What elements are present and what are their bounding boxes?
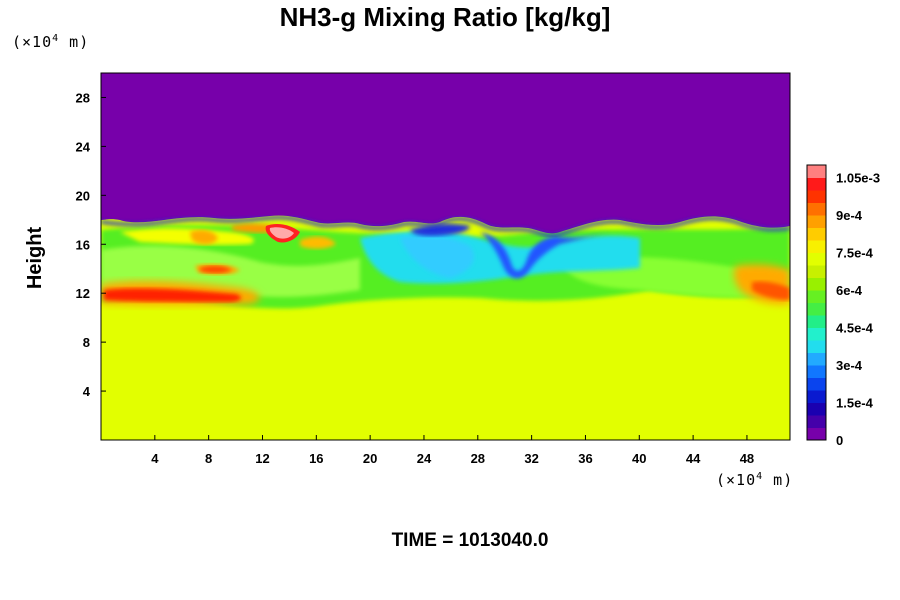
x-tick-label: 20 bbox=[363, 451, 377, 466]
colorbar-segment bbox=[807, 315, 826, 328]
y-tick-label: 24 bbox=[76, 139, 91, 154]
x-tick-label: 4 bbox=[151, 451, 159, 466]
orange-spot bbox=[300, 236, 336, 249]
colorbar-segment bbox=[807, 190, 826, 203]
x-tick-label: 24 bbox=[417, 451, 432, 466]
y-tick-label: 12 bbox=[76, 286, 90, 301]
plot-frame bbox=[100, 72, 791, 441]
y-tick-label: 4 bbox=[83, 384, 91, 399]
colorbar-segment bbox=[807, 352, 826, 366]
colorbar-segment bbox=[807, 215, 826, 228]
colorbar-segment bbox=[807, 302, 826, 316]
y-axis: 4 8 12 16 20 24 28 bbox=[76, 90, 106, 399]
x-tick-label: 44 bbox=[686, 451, 701, 466]
x-tick-label: 8 bbox=[205, 451, 212, 466]
colorbar: 0 1.5e-4 3e-4 4.5e-4 6e-4 7.5e-4 9e-4 1.05e-3 bbox=[806, 164, 880, 448]
colorbar-segment bbox=[807, 252, 826, 266]
y-tick-label: 16 bbox=[76, 237, 90, 252]
colorbar-segment bbox=[807, 427, 826, 441]
colorbar-label: 6e-4 bbox=[836, 283, 863, 298]
y-axis-unit: (×104 m) bbox=[12, 33, 90, 51]
colorbar-segment bbox=[807, 390, 826, 403]
y-tick-label: 28 bbox=[76, 90, 90, 105]
time-label: TIME = 1013040.0 bbox=[391, 530, 549, 551]
x-tick-label: 48 bbox=[740, 451, 754, 466]
colorbar-segment bbox=[807, 340, 826, 353]
x-tick-label: 28 bbox=[471, 451, 485, 466]
red-spot bbox=[200, 265, 232, 274]
colorbar-segment bbox=[807, 227, 826, 241]
x-tick-label: 40 bbox=[632, 451, 646, 466]
colorbar-label: 1.5e-4 bbox=[836, 396, 874, 411]
colorbar-segment bbox=[807, 240, 826, 253]
yellow-band bbox=[120, 228, 254, 245]
max-value-spot bbox=[269, 227, 294, 239]
colorbar-segment bbox=[807, 277, 826, 291]
colorbar-label: 3e-4 bbox=[836, 358, 863, 373]
x-tick-label: 36 bbox=[578, 451, 592, 466]
red-layer bbox=[104, 288, 241, 302]
colorbar-label: 1.05e-3 bbox=[836, 171, 880, 186]
chart-title: NH3-g Mixing Ratio [kg/kg] bbox=[279, 2, 611, 32]
y-tick-label: 20 bbox=[76, 188, 90, 203]
colorbar-label: 7.5e-4 bbox=[836, 246, 874, 261]
x-tick-label: 12 bbox=[255, 451, 269, 466]
cyan-plume bbox=[400, 235, 474, 278]
blue-plume bbox=[480, 232, 610, 279]
colorbar-segment bbox=[807, 202, 826, 216]
right-warm-patch bbox=[752, 281, 790, 300]
colorbar-segment bbox=[807, 177, 826, 191]
y-tick-label: 8 bbox=[83, 335, 90, 350]
colorbar-segment bbox=[807, 165, 826, 178]
colorbar-label: 0 bbox=[836, 433, 843, 448]
x-axis-unit: (×104 m) bbox=[716, 471, 794, 489]
colorbar-segment bbox=[807, 265, 826, 278]
colorbar-label: 4.5e-4 bbox=[836, 321, 874, 336]
cloud-top-edge bbox=[101, 216, 790, 237]
orange-spot bbox=[190, 230, 218, 245]
colorbar-label: 9e-4 bbox=[836, 208, 863, 223]
colorbar-segment bbox=[807, 402, 826, 416]
x-tick-label: 32 bbox=[524, 451, 538, 466]
x-axis: 4 8 12 16 20 24 28 32 36 40 44 48 bbox=[151, 435, 754, 466]
colorbar-frame bbox=[806, 164, 827, 441]
colorbar-segment bbox=[807, 377, 826, 391]
blue-plume bbox=[410, 223, 470, 236]
heatmap-field bbox=[101, 73, 790, 440]
colorbar-segment bbox=[807, 290, 826, 303]
colorbar-segment bbox=[807, 365, 826, 378]
stratosphere bbox=[101, 73, 790, 234]
x-tick-label: 16 bbox=[309, 451, 323, 466]
colorbar-segment bbox=[807, 415, 826, 428]
colorbar-segment bbox=[807, 327, 826, 341]
